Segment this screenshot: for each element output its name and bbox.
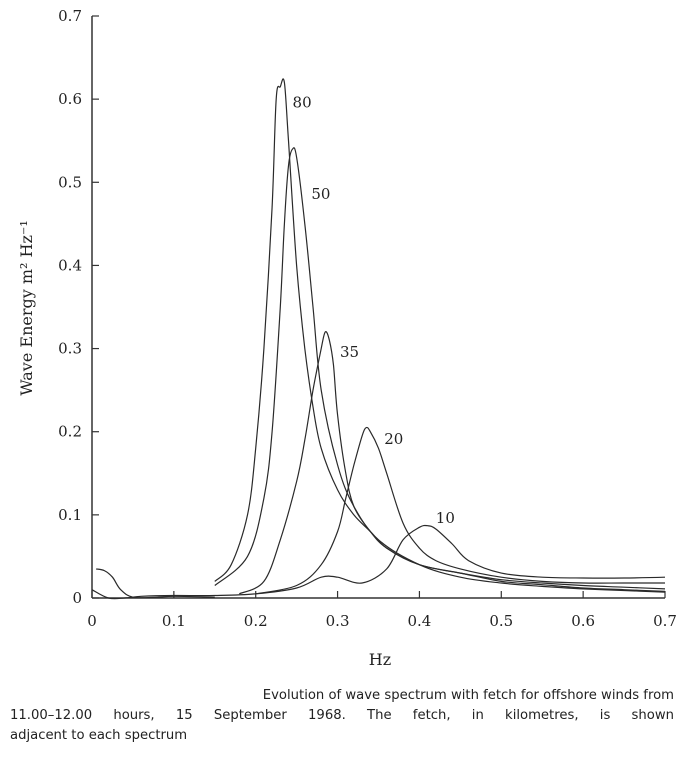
chart-axes: 0 0.1 0.2 0.3 0.4 0.5 0.6 0.7 0 0.1 0.2 0.3 0.4 0.5 0.…: [58, 7, 677, 630]
series-line-low-frequency: [95, 568, 215, 599]
x-tick-label: 0: [87, 612, 97, 630]
caption-line-3: adjacent to each spectrum: [10, 728, 188, 743]
caption-line-1: Evolution of wave spectrum with fetch fo…: [262, 688, 674, 703]
chart-plot-area: 80 50 35 20 10: [91, 78, 666, 600]
y-tick-label: 0.1: [58, 506, 82, 524]
x-tick-label: 0.2: [244, 612, 268, 630]
x-tick-label: 0.6: [571, 612, 595, 630]
caption-line-2: 11.00–12.00 hours, 15 September 1968. Th…: [10, 708, 674, 723]
x-tick-label: 0.3: [326, 612, 350, 630]
figure-caption: Evolution of wave spectrum with fetch fo…: [10, 686, 674, 746]
y-tick-label: 0.4: [58, 256, 82, 274]
series-label-35: 35: [340, 343, 359, 361]
series-line-fetch-80: [214, 78, 666, 592]
y-tick-label: 0.2: [58, 423, 82, 441]
series-line-fetch-20: [255, 426, 665, 595]
x-tick-label: 0.1: [162, 612, 186, 630]
y-tick-label: 0.5: [58, 173, 82, 191]
x-tick-label: 0.5: [489, 612, 513, 630]
y-tick-label: 0.3: [58, 340, 82, 358]
series-line-fetch-50: [214, 147, 666, 593]
wave-spectrum-chart: 0 0.1 0.2 0.3 0.4 0.5 0.6 0.7 0 0.1 0.2 0.3 0.4 0.5 0.…: [17, 7, 677, 669]
series-line-fetch-10: [91, 524, 666, 600]
series-label-10: 10: [436, 509, 455, 527]
y-tick-label: 0.6: [58, 90, 82, 108]
series-line-fetch-35: [239, 331, 666, 595]
y-tick-label: 0.7: [58, 7, 82, 25]
y-axis-title: Wave Energy m² Hz⁻¹: [17, 220, 36, 396]
series-label-80: 80: [293, 93, 312, 111]
y-tick-label: 0: [72, 589, 82, 607]
x-axis-title: Hz: [369, 650, 391, 669]
x-tick-label: 0.7: [653, 612, 677, 630]
x-tick-label: 0.4: [407, 612, 431, 630]
series-label-20: 20: [384, 430, 403, 448]
series-label-50: 50: [311, 185, 330, 203]
